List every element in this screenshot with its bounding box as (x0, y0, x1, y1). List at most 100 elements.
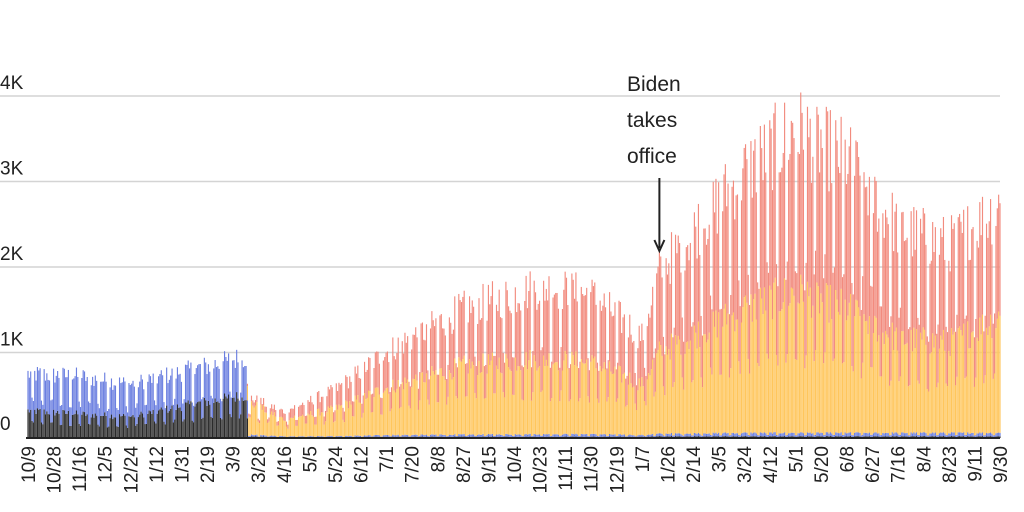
bar-orange (883, 344, 885, 434)
bar-orange (529, 350, 531, 434)
bar-blue (878, 433, 880, 437)
bar-blue (821, 432, 823, 437)
bar-orange (260, 404, 262, 435)
bar-orange (447, 396, 449, 436)
bar-blue (645, 436, 647, 438)
bar-orange (374, 387, 376, 436)
bar-orange (991, 338, 993, 434)
bar-red (911, 256, 914, 352)
bar-red (701, 335, 704, 388)
bar-dark (238, 418, 240, 438)
bar-red (844, 139, 846, 300)
bar-orange (424, 382, 426, 436)
bar-blue (614, 434, 616, 437)
bar-blue (779, 433, 782, 437)
bar-red (569, 364, 572, 400)
bar-red (536, 309, 538, 371)
bar-red (821, 147, 823, 303)
bar-orange (563, 360, 565, 435)
bar-red (736, 194, 739, 320)
bar-red (938, 254, 940, 349)
bar-orange (409, 408, 411, 437)
bar-blue (882, 432, 884, 437)
bars (27, 92, 1001, 438)
bar-orange (953, 331, 955, 433)
bar-red (334, 410, 336, 422)
bar-red (758, 288, 760, 367)
bar-orange (509, 369, 511, 435)
bar-orange (786, 354, 788, 435)
bar-dark (82, 411, 84, 438)
bar-orange (814, 350, 817, 435)
bar-orange (265, 412, 267, 436)
bar-blue (464, 436, 467, 438)
bar-orange (249, 417, 251, 437)
bar-blue (875, 432, 877, 437)
bar-blue (587, 435, 589, 438)
bar-orange (436, 402, 438, 437)
bar-dark (74, 413, 76, 438)
bar-dark (198, 401, 200, 438)
bar-red (355, 373, 358, 400)
bar-orange (763, 287, 765, 433)
bar-red (436, 374, 438, 403)
bar-red (586, 287, 588, 360)
bar-dark (58, 413, 60, 438)
bar-red (840, 116, 842, 289)
bar-blue (604, 434, 607, 437)
bar-red (779, 172, 782, 312)
bar-dark (100, 415, 102, 438)
bar-orange (773, 282, 775, 433)
bar-red (833, 267, 835, 359)
bar-red (537, 303, 539, 368)
bar-blue (260, 434, 262, 437)
bar-red (633, 340, 635, 387)
bar-blue (747, 434, 749, 437)
bar-blue (438, 436, 440, 438)
bar-blue (199, 364, 201, 402)
bar-orange (692, 380, 694, 436)
bar-red (504, 362, 506, 398)
x-tick-label: 5/24 (326, 446, 347, 483)
bar-blue (269, 435, 271, 437)
x-tick-label: 1/12 (147, 446, 168, 483)
bar-orange (428, 404, 430, 437)
bar-blue (401, 434, 403, 437)
bar-blue (689, 433, 691, 437)
bar-red (516, 312, 518, 371)
bar-blue (504, 436, 506, 438)
bar-orange (778, 311, 780, 434)
bar-red (514, 287, 516, 358)
bar-blue (740, 433, 743, 437)
bar-blue (117, 409, 119, 427)
bar-blue (761, 432, 763, 437)
bar-blue (83, 371, 86, 413)
bar-orange (595, 368, 597, 435)
bar-dark (50, 422, 52, 438)
bar-red (673, 327, 675, 383)
bar-red (859, 175, 861, 316)
bar-red (298, 406, 300, 418)
bar-dark (105, 415, 107, 438)
bar-dark (246, 418, 249, 438)
bar-orange (909, 385, 911, 436)
bar-blue (328, 436, 331, 438)
bar-dark (67, 410, 69, 438)
bar-blue (412, 434, 414, 437)
bar-red (448, 317, 450, 371)
bar-orange (526, 369, 529, 435)
bar-orange (949, 356, 951, 434)
bar-blue (516, 434, 518, 437)
bar-red (469, 296, 471, 360)
bar-orange (968, 348, 970, 434)
bar-blue (419, 435, 421, 438)
bar-red (439, 315, 441, 369)
bar-orange (800, 274, 802, 433)
bar-blue (700, 435, 702, 438)
bar-orange (813, 361, 815, 436)
y-tick-label: 3K (0, 159, 24, 180)
bar-orange (874, 315, 876, 433)
bar-orange (719, 374, 721, 436)
bar-orange (564, 350, 566, 434)
